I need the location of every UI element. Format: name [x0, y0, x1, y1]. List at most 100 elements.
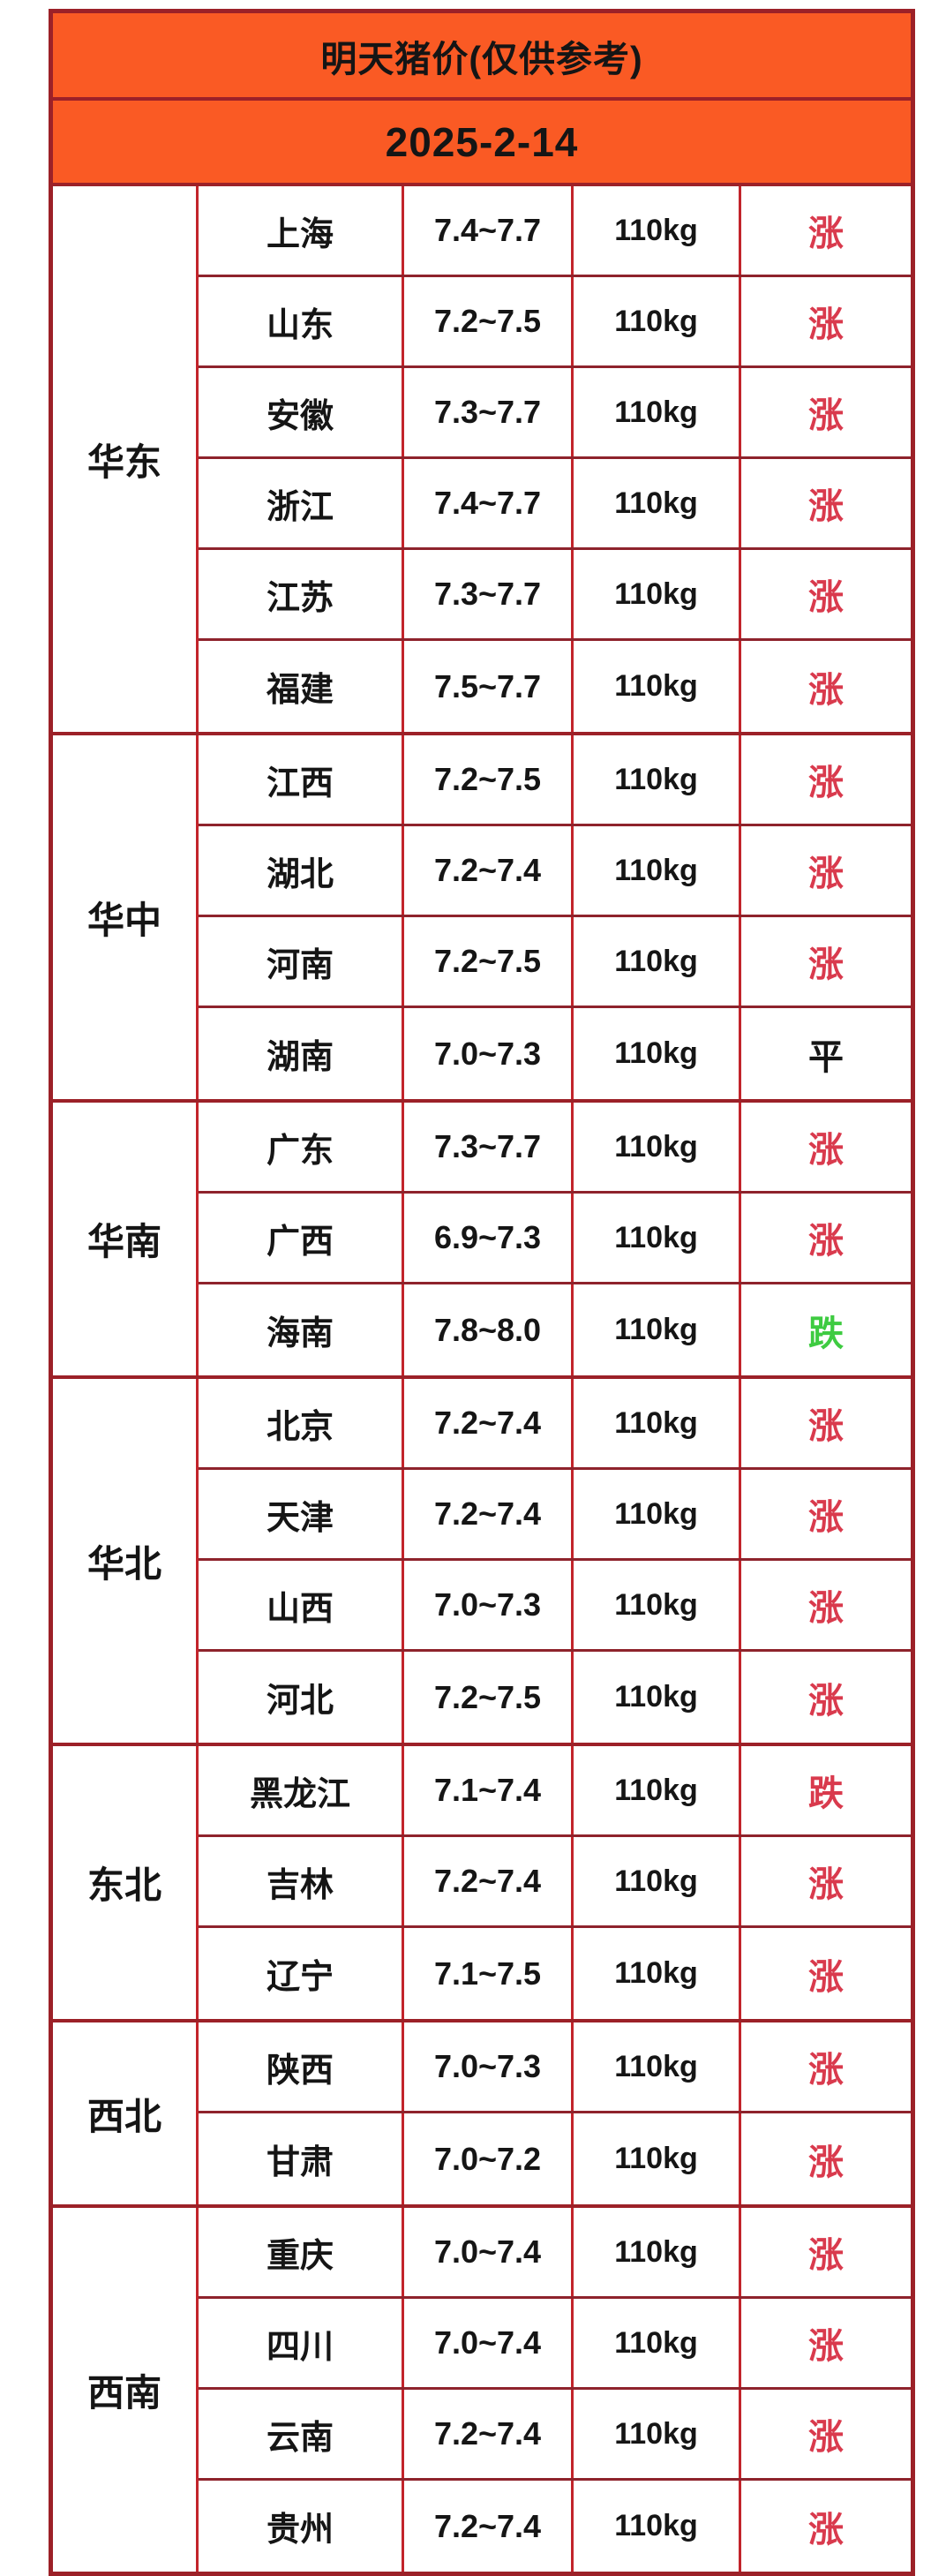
- trend-cell: 涨: [739, 2022, 911, 2111]
- price-range-cell: 7.0~7.2: [402, 2113, 571, 2204]
- trend-cell: 涨: [739, 186, 911, 275]
- weight-cell: 110kg: [571, 1928, 739, 2019]
- trend-cell: 涨: [739, 641, 911, 732]
- table-row: 黑龙江 7.1~7.4 110kg 跌: [199, 1746, 911, 1837]
- weight-cell: 110kg: [571, 1284, 739, 1375]
- province-cell: 广东: [266, 1132, 334, 1170]
- province-cell: 吉林: [266, 1866, 334, 1904]
- region-rows: 上海 7.4~7.7 110kg 涨山东 7.2~7.5 110kg 涨安徽 7.3~7.7 1…: [199, 186, 911, 732]
- region-cell: 华北: [53, 1379, 199, 1743]
- price-table: 华东 上海 7.4~7.7 110kg 涨山东 7.2~7.5 110kg 涨安徽 7.3~7.…: [53, 186, 911, 2572]
- board-date-text: 2025-2-14: [385, 118, 579, 165]
- trend-cell: 平: [739, 1008, 911, 1099]
- weight-cell: 110kg: [571, 1837, 739, 1925]
- region-rows: 陕西 7.0~7.3 110kg 涨甘肃 7.0~7.2 110kg 涨: [199, 2022, 911, 2204]
- region-group-华北: 华北 北京 7.2~7.4 110kg 涨天津 7.2~7.4 110kg 涨山西 7.0~7.…: [53, 1379, 911, 1746]
- province-cell: 贵州: [266, 2512, 334, 2549]
- table-row: 吉林 7.2~7.4 110kg 涨: [199, 1837, 911, 1928]
- weight-cell: 110kg: [571, 1103, 739, 1191]
- trend-cell: 涨: [739, 1103, 911, 1191]
- province-cell: 江西: [266, 765, 334, 802]
- table-row: 山东 7.2~7.5 110kg 涨: [199, 277, 911, 368]
- table-row: 天津 7.2~7.4 110kg 涨: [199, 1470, 911, 1561]
- table-row: 安徽 7.3~7.7 110kg 涨: [199, 368, 911, 459]
- trend-cell: 涨: [739, 917, 911, 1006]
- weight-cell: 110kg: [571, 2481, 739, 2572]
- trend-cell: 涨: [739, 826, 911, 915]
- table-row: 江西 7.2~7.5 110kg 涨: [199, 735, 911, 826]
- province-cell: 陕西: [266, 2052, 334, 2090]
- price-range-cell: 7.2~7.5: [402, 917, 571, 1006]
- region-group-华东: 华东 上海 7.4~7.7 110kg 涨山东 7.2~7.5 110kg 涨安徽 7.3~7.…: [53, 186, 911, 735]
- table-row: 浙江 7.4~7.7 110kg 涨: [199, 459, 911, 550]
- price-range-cell: 7.5~7.7: [402, 641, 571, 732]
- weight-cell: 110kg: [571, 735, 739, 824]
- weight-cell: 110kg: [571, 186, 739, 275]
- table-row: 山西 7.0~7.3 110kg 涨: [199, 1561, 911, 1652]
- region-group-西北: 西北 陕西 7.0~7.3 110kg 涨甘肃 7.0~7.2 110kg 涨: [53, 2022, 911, 2208]
- table-row: 福建 7.5~7.7 110kg 涨: [199, 641, 911, 732]
- province-cell: 湖北: [266, 855, 334, 893]
- table-row: 四川 7.0~7.4 110kg 涨: [199, 2299, 911, 2390]
- province-cell: 辽宁: [266, 1959, 334, 1996]
- region-rows: 重庆 7.0~7.4 110kg 涨四川 7.0~7.4 110kg 涨云南 7.2~7.4 1…: [199, 2208, 911, 2572]
- price-range-cell: 7.2~7.4: [402, 2481, 571, 2572]
- province-cell: 浙江: [266, 488, 334, 526]
- province-cell: 山东: [266, 306, 334, 344]
- trend-cell: 涨: [739, 1561, 911, 1649]
- price-range-cell: 7.3~7.7: [402, 550, 571, 638]
- weight-cell: 110kg: [571, 2390, 739, 2478]
- table-row: 河南 7.2~7.5 110kg 涨: [199, 917, 911, 1008]
- weight-cell: 110kg: [571, 2208, 739, 2296]
- price-range-cell: 6.9~7.3: [402, 1194, 571, 1282]
- weight-cell: 110kg: [571, 368, 739, 456]
- province-cell: 四川: [266, 2328, 334, 2366]
- trend-cell: 涨: [739, 2208, 911, 2296]
- table-row: 河北 7.2~7.5 110kg 涨: [199, 1652, 911, 1743]
- province-cell: 江苏: [266, 579, 334, 617]
- province-cell: 北京: [266, 1408, 334, 1446]
- board-title: 明天猪价(仅供参考): [53, 13, 911, 101]
- table-row: 海南 7.8~8.0 110kg 跌: [199, 1284, 911, 1375]
- province-cell: 重庆: [266, 2237, 334, 2275]
- weight-cell: 110kg: [571, 1008, 739, 1099]
- price-range-cell: 7.2~7.5: [402, 277, 571, 365]
- trend-cell: 涨: [739, 1470, 911, 1558]
- province-cell: 福建: [266, 672, 334, 709]
- table-row: 重庆 7.0~7.4 110kg 涨: [199, 2208, 911, 2299]
- price-range-cell: 7.0~7.4: [402, 2208, 571, 2296]
- province-cell: 河北: [266, 1683, 334, 1720]
- price-range-cell: 7.1~7.5: [402, 1928, 571, 2019]
- table-row: 广西 6.9~7.3 110kg 涨: [199, 1194, 911, 1284]
- table-row: 贵州 7.2~7.4 110kg 涨: [199, 2481, 911, 2572]
- weight-cell: 110kg: [571, 550, 739, 638]
- price-range-cell: 7.3~7.7: [402, 368, 571, 456]
- province-cell: 天津: [266, 1499, 334, 1537]
- price-range-cell: 7.1~7.4: [402, 1746, 571, 1834]
- trend-cell: 涨: [739, 1652, 911, 1743]
- region-cell: 西北: [53, 2022, 199, 2204]
- region-group-华中: 华中 江西 7.2~7.5 110kg 涨湖北 7.2~7.4 110kg 涨河南 7.2~7.…: [53, 735, 911, 1103]
- trend-cell: 涨: [739, 368, 911, 456]
- region-group-华南: 华南 广东 7.3~7.7 110kg 涨广西 6.9~7.3 110kg 涨海南 7.8~8.…: [53, 1103, 911, 1379]
- price-range-cell: 7.2~7.4: [402, 1470, 571, 1558]
- province-cell: 甘肃: [266, 2144, 334, 2181]
- trend-cell: 涨: [739, 735, 911, 824]
- price-range-cell: 7.2~7.4: [402, 1379, 571, 1467]
- price-range-cell: 7.4~7.7: [402, 186, 571, 275]
- region-cell: 西南: [53, 2208, 199, 2572]
- price-range-cell: 7.0~7.3: [402, 2022, 571, 2111]
- price-board: 明天猪价(仅供参考) 2025-2-14 华东 上海 7.4~7.7 110kg 涨山东…: [49, 9, 915, 2576]
- region-rows: 江西 7.2~7.5 110kg 涨湖北 7.2~7.4 110kg 涨河南 7.2~7.5 1…: [199, 735, 911, 1099]
- trend-cell: 跌: [739, 1284, 911, 1375]
- trend-cell: 涨: [739, 2299, 911, 2387]
- region-group-东北: 东北 黑龙江 7.1~7.4 110kg 跌吉林 7.2~7.4 110kg 涨辽宁 7.1~7…: [53, 1746, 911, 2022]
- table-row: 陕西 7.0~7.3 110kg 涨: [199, 2022, 911, 2113]
- region-rows: 北京 7.2~7.4 110kg 涨天津 7.2~7.4 110kg 涨山西 7.0~7.3 1…: [199, 1379, 911, 1743]
- price-range-cell: 7.4~7.7: [402, 459, 571, 547]
- weight-cell: 110kg: [571, 826, 739, 915]
- table-row: 北京 7.2~7.4 110kg 涨: [199, 1379, 911, 1470]
- weight-cell: 110kg: [571, 1470, 739, 1558]
- price-range-cell: 7.2~7.4: [402, 2390, 571, 2478]
- weight-cell: 110kg: [571, 1746, 739, 1834]
